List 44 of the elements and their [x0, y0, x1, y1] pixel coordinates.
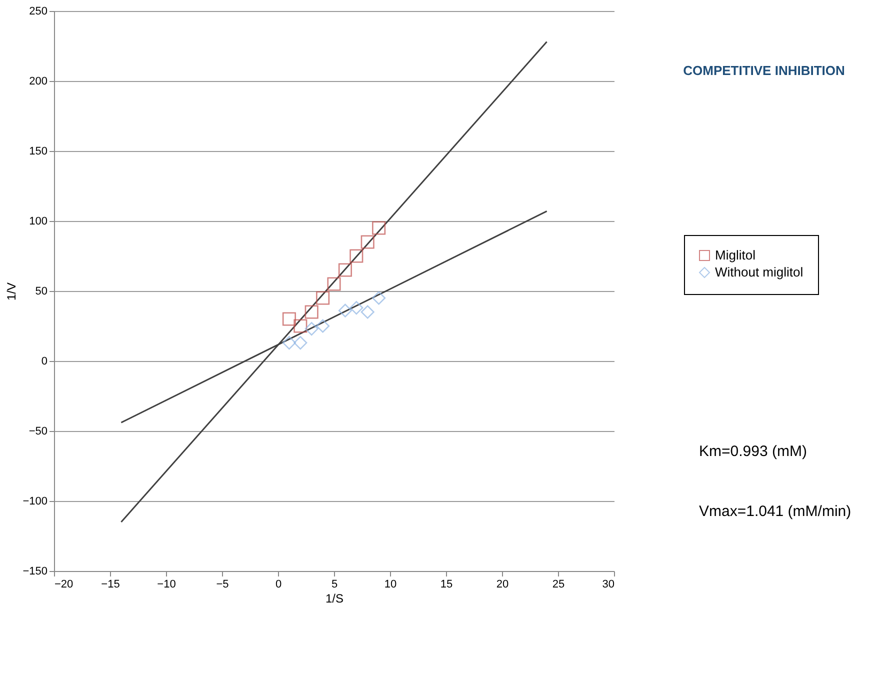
x-tick-label: −20 — [54, 578, 74, 590]
point — [294, 336, 308, 350]
point — [372, 221, 386, 235]
y-tick-label: −100 — [22, 496, 48, 508]
point — [372, 291, 386, 305]
point — [282, 312, 296, 326]
x-tick-label: 10 — [384, 578, 397, 590]
point — [338, 263, 352, 277]
x-tick-label: −10 — [157, 578, 176, 590]
y-tick-label: −50 — [28, 426, 48, 438]
point — [338, 304, 352, 318]
x-tick-label: 15 — [440, 578, 453, 590]
point — [316, 291, 330, 305]
point — [304, 305, 318, 319]
legend-label: Miglitol — [715, 248, 756, 262]
x-tick-label: 0 — [275, 578, 282, 590]
x-tick-label: 30 — [602, 578, 614, 590]
text: COMPETITIVE INHIBITION — [683, 63, 845, 78]
y-tick-label: 100 — [29, 216, 48, 228]
x-axis-title: 1/S — [325, 592, 344, 606]
legend-label: Without miglitol — [715, 264, 804, 280]
point — [282, 336, 296, 350]
x-tick-label: 25 — [552, 578, 565, 590]
point — [316, 319, 330, 333]
y-tick-label: 150 — [29, 146, 48, 158]
x-tick-label: −5 — [216, 578, 229, 590]
text: Km=0.993 (mM) — [699, 443, 807, 460]
x-tick-label: 20 — [496, 578, 509, 590]
y-tick-label: 0 — [41, 356, 48, 368]
point — [327, 277, 341, 291]
point — [360, 305, 374, 319]
point — [350, 249, 364, 263]
point — [294, 319, 308, 333]
y-axis-title: 1/V — [4, 282, 19, 301]
y-tick-label: −150 — [22, 566, 48, 578]
x-tick-label: −15 — [101, 578, 120, 590]
point — [304, 322, 318, 336]
point — [350, 301, 364, 315]
y-tick-label: 250 — [29, 6, 48, 18]
y-tick-label: 50 — [35, 286, 48, 298]
point — [360, 235, 374, 249]
x-tick-label: 5 — [331, 578, 338, 590]
y-tick-label: 200 — [29, 76, 48, 88]
text: Vmax=1.041 (mM/min) — [699, 503, 852, 520]
